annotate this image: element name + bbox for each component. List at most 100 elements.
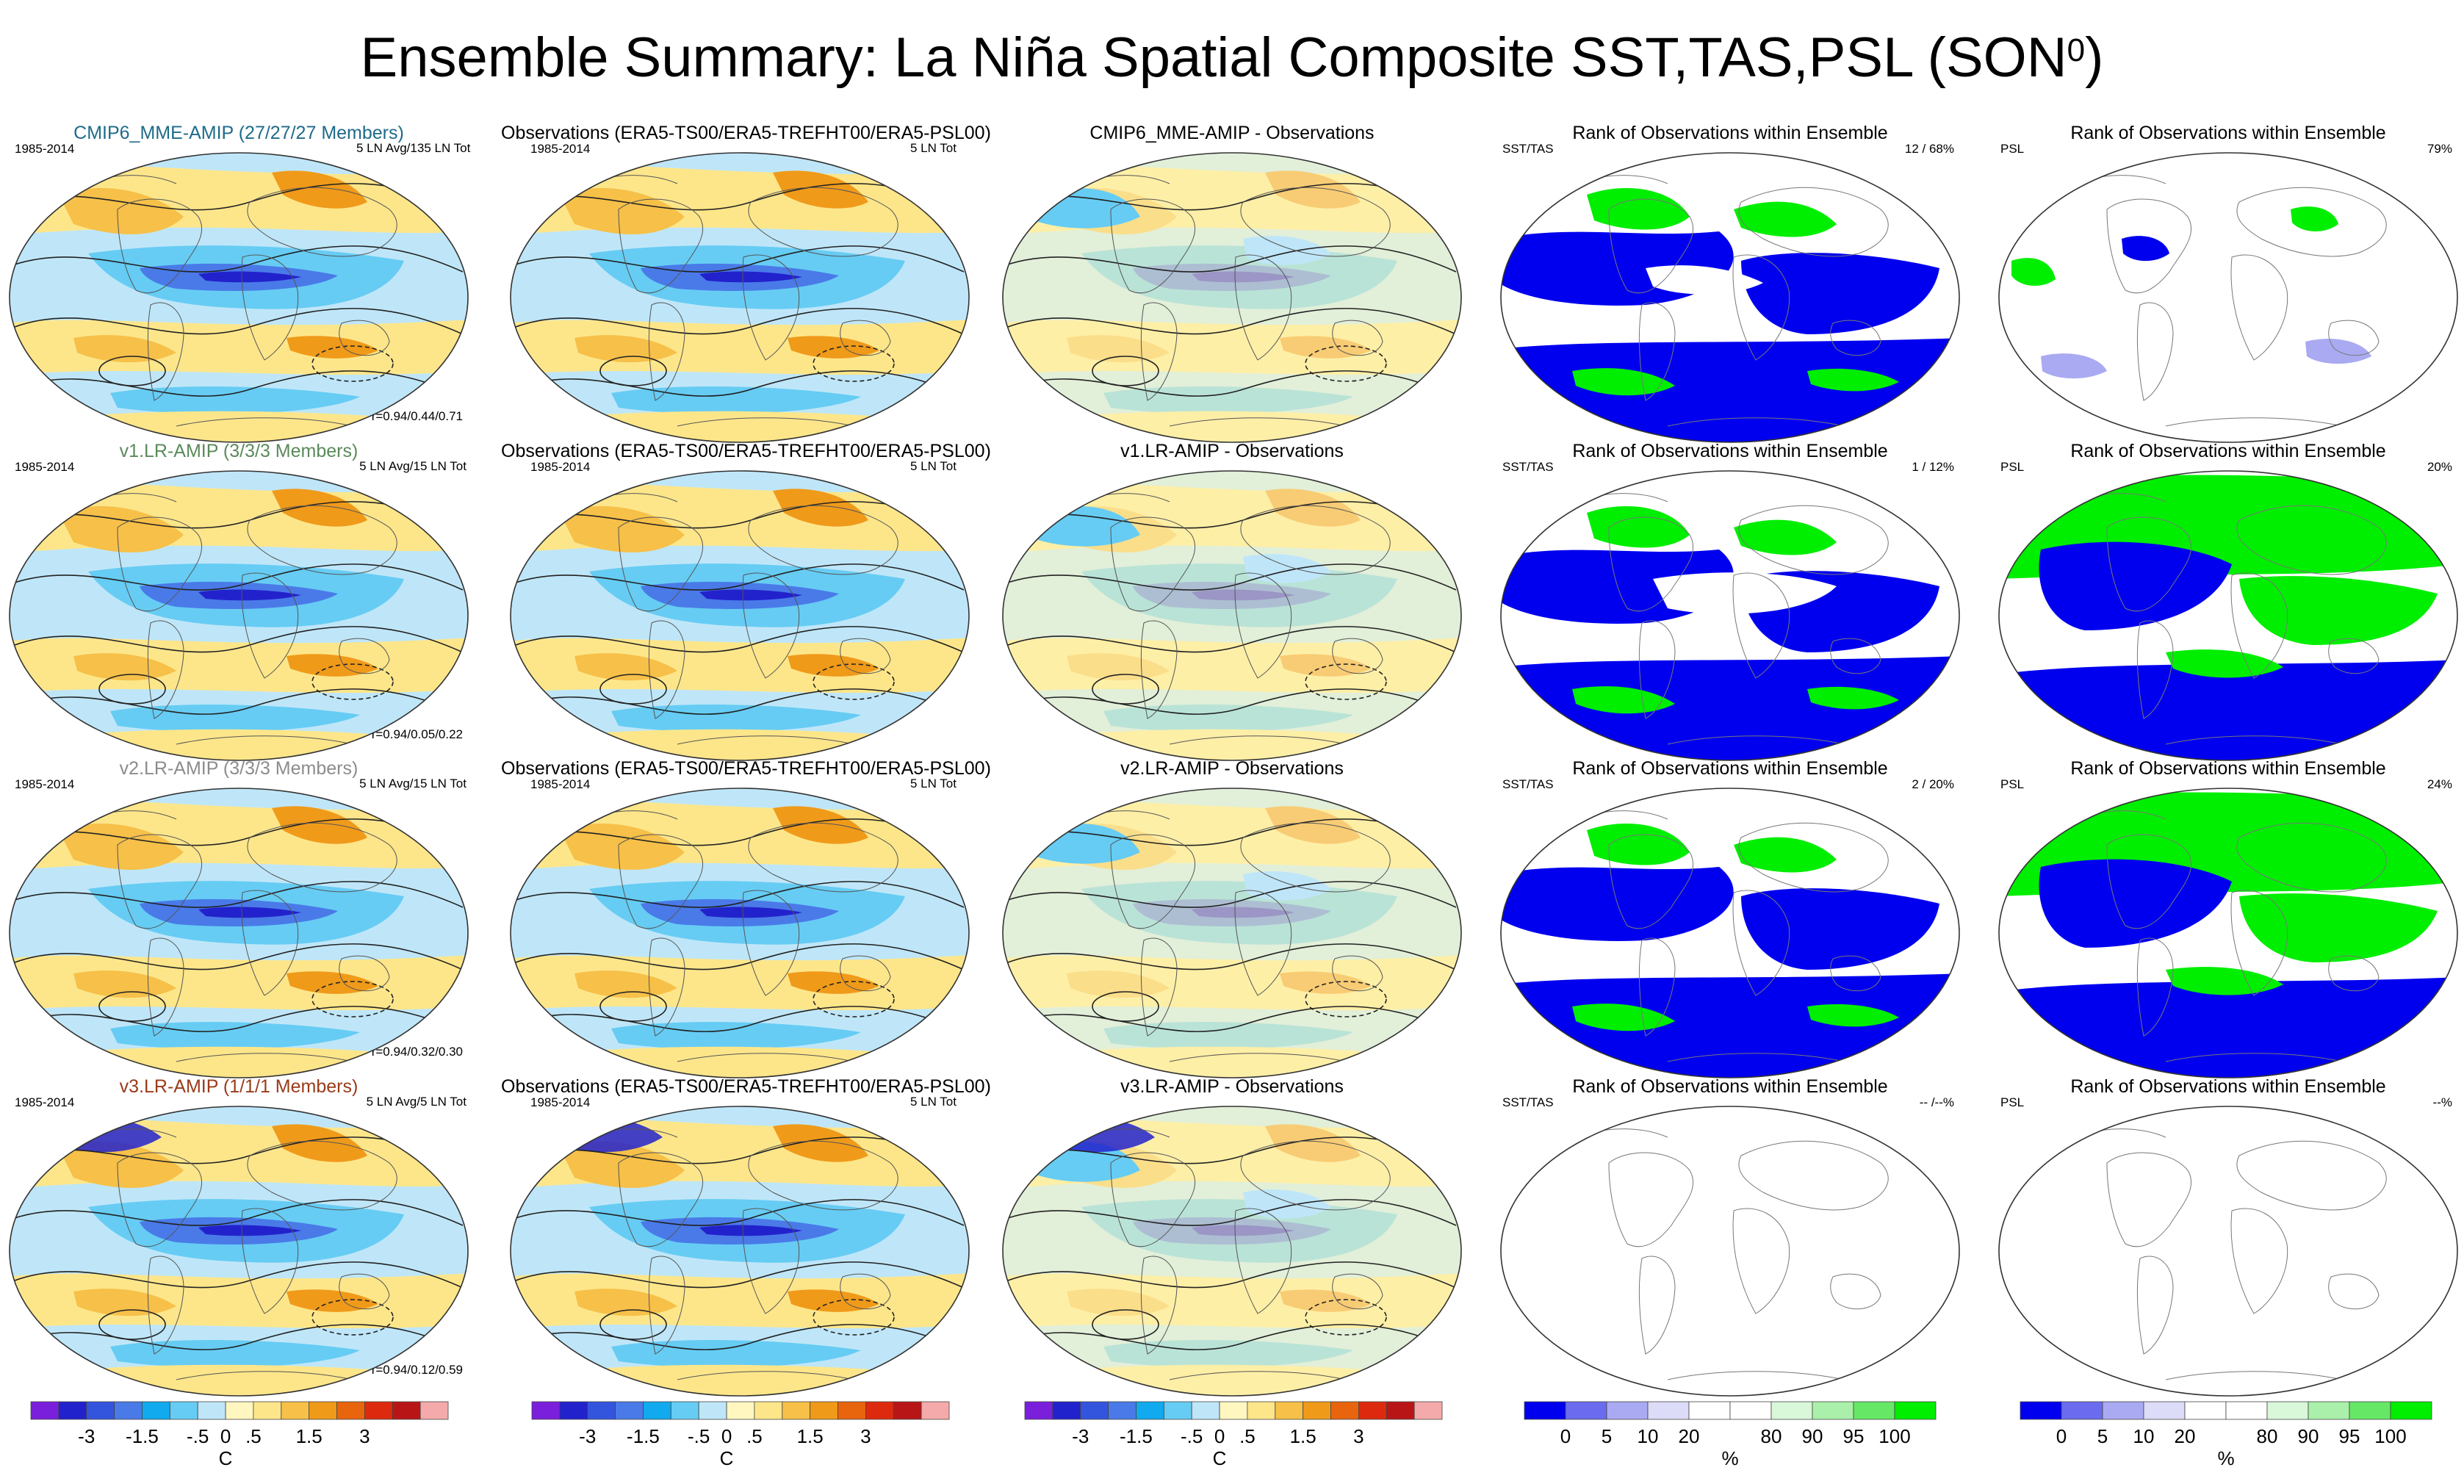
rank-var-label: PSL [2000,1095,2025,1109]
colorbar-tick-label: 0 [220,1425,231,1447]
model-composite-map-v2 [9,788,469,1078]
colorbar-tick-label: 20 [2175,1425,2196,1447]
colorbar-swatch [1386,1401,1415,1420]
coastline [648,937,685,1037]
psl-contour [599,356,667,386]
coastline [1234,1208,1292,1314]
rank-region [1501,656,1959,760]
map-border [1998,470,2458,761]
rank-region [1587,188,1690,230]
coastline [1830,320,1881,356]
psl-contour [14,881,464,908]
rank-var-label: SST/TAS [1502,777,1554,791]
psl-contour [1007,881,1457,908]
map-border [510,788,970,1078]
anomaly-region [73,970,176,998]
anomaly-region [574,335,677,363]
anomaly-region [788,654,879,677]
psl-contour [515,245,965,273]
map-border [1002,788,1462,1078]
colorbar-swatch [643,1401,671,1420]
colorbar-swatch [1853,1401,1895,1420]
coastline [339,638,390,674]
anomaly-region [198,271,301,283]
psl-contour-negative [311,1299,394,1336]
events-label: 5 LN Avg/5 LN Tot [366,1095,466,1109]
coastline [117,198,203,294]
model-composite-map-v1 [9,470,469,761]
anomaly-region [560,188,685,234]
colorbar-swatch [2225,1401,2268,1420]
rank-value-label: 12 / 68% [1904,142,1954,156]
rank-var-label: PSL [2000,777,2025,791]
coastline [176,1053,353,1062]
period-label: 1985-2014 [15,777,75,791]
coastline [840,1273,891,1310]
colorbar-swatch [1606,1401,1649,1420]
psl-contour [1007,1324,1457,1351]
colorbar-swatch [1729,1401,1772,1420]
anomaly-region [560,506,685,552]
psl-contour [1007,1006,1457,1033]
psl-contour [1007,1261,1457,1289]
coastline [147,302,184,401]
colorbar-swatch [893,1401,922,1420]
rank-sst-title: Rank of Observations within Ensemble [1572,758,1888,779]
rank-region [1741,253,1939,334]
colorbar-swatch [142,1401,170,1420]
coastline [1332,955,1383,992]
psl-contour [599,674,667,705]
coastline [1732,572,1790,679]
rank-region [1807,368,1899,392]
period-label: 1985-2014 [530,142,591,156]
colorbar-swatch [1108,1401,1136,1420]
coastline [677,1053,854,1062]
rank-region [2291,206,2338,231]
colorbar-tick-label: 3 [359,1425,370,1447]
rank-region [1572,686,1675,714]
anomaly-region [59,824,184,870]
colorbar-tick-label: 100 [2374,1425,2406,1447]
coastline [1332,638,1383,674]
correlation-label: r=0.94/0.05/0.22 [371,727,463,741]
rank-region [2239,893,2438,962]
colorbar-unit-label: % [1721,1447,1738,1469]
rank-psl-map-v3 [1998,1106,2458,1397]
anomaly-region [773,489,868,527]
psl-contour-negative [813,981,895,1017]
map-border [1500,1106,1960,1397]
rank-region [2039,541,2232,630]
colorbar-tick-label: 90 [1802,1425,1823,1447]
colorbar-swatch [587,1401,616,1420]
coastline [648,1256,685,1355]
colorbar-swatch [2390,1401,2432,1420]
colorbar-tick-label: 90 [2298,1425,2319,1447]
rank-var-label: SST/TAS [1502,460,1554,474]
colorbar-swatch [1688,1401,1731,1420]
rank-var-label: PSL [2000,460,2025,474]
map-border [9,152,469,443]
colorbar-tick-label: .5 [1239,1425,1256,1447]
coastline [742,1208,800,1314]
coastline [2230,572,2288,679]
events-label: 5 LN Tot [909,1095,957,1109]
rank-var-label: PSL [2000,142,2025,156]
colorbar-swatch [1191,1401,1220,1420]
rank-var-label: SST/TAS [1502,142,1554,156]
colorbar-tick-label: .5 [245,1425,262,1447]
rank-region [1587,506,1690,548]
colorbar-swatch [1770,1401,1813,1420]
anomaly-region [788,971,879,994]
coastline [1732,890,1790,996]
coastline [1240,822,1391,893]
events-label: 5 LN Tot [909,459,957,473]
rank-region [1501,338,1959,442]
coastline [1830,955,1881,992]
anomaly-region [699,1225,802,1236]
anomaly-region [59,1142,184,1188]
rank-region [1501,867,1734,941]
rank-region [1734,837,1837,873]
observations-map-cmip [510,152,970,443]
psl-contour [14,563,464,591]
psl-contour [515,626,965,653]
